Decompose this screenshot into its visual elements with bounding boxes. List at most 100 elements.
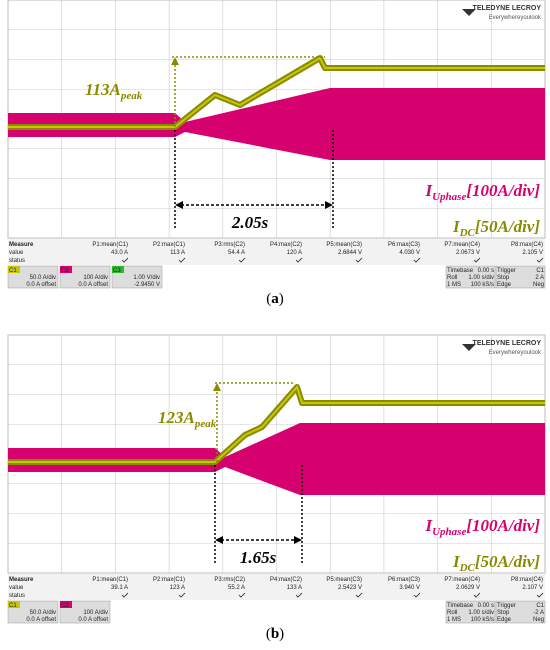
trigger-mode: Stop xyxy=(497,275,510,281)
legend-subscript: DC xyxy=(459,562,476,574)
measure-name: P2:max(C1) xyxy=(153,242,185,248)
trigger-slope: Neg xyxy=(533,617,544,623)
trigger-label: Trigger xyxy=(497,268,516,274)
arrowhead xyxy=(175,201,183,209)
measure-name: P8:max(C4) xyxy=(511,577,543,583)
status-check xyxy=(295,257,303,263)
measure-name: P6:max(C3) xyxy=(388,242,420,248)
caption-part: ) xyxy=(279,291,284,307)
legend-symbol: I xyxy=(424,516,433,535)
legend-scale: [100A/div] xyxy=(466,181,540,200)
channel-id: C2 xyxy=(61,603,69,609)
time-label: 2.05s xyxy=(231,213,269,232)
trigger-ch: C1 xyxy=(536,268,544,274)
trigger-level: 2 A xyxy=(535,275,544,281)
measure-name: P4:max(C2) xyxy=(270,242,302,248)
status-check xyxy=(238,257,246,263)
measure-name: P5:mean(C3) xyxy=(326,577,362,583)
channel-scale: 1.00 V/div xyxy=(133,275,160,281)
timebase-rate: 100 kS/s xyxy=(471,617,494,623)
measure-value: 2.107 V xyxy=(522,585,543,591)
measure-name: P3:rms(C2) xyxy=(214,577,245,583)
trigger-box xyxy=(495,265,546,289)
legend-subscript: Uphase xyxy=(432,191,466,203)
logo-icon xyxy=(462,344,476,351)
measure-value: 55.2 A xyxy=(228,585,245,591)
timebase-box xyxy=(445,600,496,624)
measure-name: P7:mean(C4) xyxy=(444,242,480,248)
tagline: Everywhereyoulook xyxy=(489,350,542,356)
timebase-mode: Roll xyxy=(447,275,457,281)
status-check xyxy=(355,592,363,598)
scope-panel: 123Apeak1.65sIUphase[100A/div]IDC[50A/di… xyxy=(7,334,546,642)
channel-scale: 100 A/div xyxy=(83,275,108,281)
status-check xyxy=(536,592,544,598)
measure-value: 2.0629 V xyxy=(456,585,480,591)
legend-symbol: I xyxy=(452,217,461,236)
phase-current-waveform xyxy=(8,88,545,160)
channel-id: C3 xyxy=(113,268,121,274)
logo-icon xyxy=(462,9,476,16)
phase-current-waveform xyxy=(8,423,545,495)
measure-value: 39.1 A xyxy=(111,585,128,591)
peak-arrowhead xyxy=(213,383,221,391)
measure-value: 4.030 V xyxy=(399,250,420,256)
row-label: status xyxy=(9,593,25,599)
channel-scale: 100 A/div xyxy=(83,610,108,616)
arrowhead xyxy=(294,536,302,544)
dc-current-waveform-core xyxy=(8,384,545,463)
legend-entry: IUphase[100A/div] xyxy=(424,181,540,203)
status-check xyxy=(536,257,544,263)
channel-badge xyxy=(60,266,72,273)
peak-arrowhead xyxy=(171,57,179,65)
channel-box xyxy=(59,600,111,624)
tagline: Everywhereyoulook xyxy=(489,15,542,21)
arrowhead xyxy=(215,536,223,544)
row-label: Measure xyxy=(9,577,34,583)
measure-value: 120 A xyxy=(287,250,302,256)
caption-part: ( xyxy=(266,626,271,642)
channel-badge xyxy=(8,601,20,608)
legend-entry: IDC[50A/div] xyxy=(452,552,540,574)
channel-box xyxy=(59,265,111,289)
brand: TELEDYNE LECROY xyxy=(473,5,542,12)
status-check xyxy=(355,257,363,263)
measure-value: 2.105 V xyxy=(522,250,543,256)
trigger-label: Trigger xyxy=(497,603,516,609)
measure-value: 123 A xyxy=(170,585,185,591)
channel-id: C1 xyxy=(9,603,17,609)
measure-value: 2.6844 V xyxy=(338,250,362,256)
timebase-box xyxy=(445,265,496,289)
measure-value: 54.4 A xyxy=(228,250,245,256)
caption-part: b xyxy=(271,626,279,642)
legend-entry: IDC[50A/div] xyxy=(452,217,540,239)
trigger-slope: Neg xyxy=(533,282,544,288)
measure-name: P8:max(C4) xyxy=(511,242,543,248)
measure-strip xyxy=(8,239,545,265)
channel-box xyxy=(7,600,59,624)
peak-label-sub: peak xyxy=(194,418,217,430)
channel-badge xyxy=(60,601,72,608)
measure-strip xyxy=(8,574,545,600)
legend-symbol: I xyxy=(424,181,433,200)
status-check xyxy=(473,257,481,263)
legend-scale: [50A/div] xyxy=(475,552,540,571)
timebase-div: 1.00 s/div xyxy=(468,610,494,616)
status-check xyxy=(413,257,421,263)
measure-name: P6:max(C3) xyxy=(388,577,420,583)
measure-name: P1:mean(C1) xyxy=(92,577,128,583)
measure-value: 3.940 V xyxy=(399,585,420,591)
trigger-box xyxy=(495,600,546,624)
time-label: 1.65s xyxy=(240,548,277,567)
row-label: status xyxy=(9,258,25,264)
channel-id: C1 xyxy=(9,268,17,274)
measure-name: P4:max(C2) xyxy=(270,577,302,583)
status-check xyxy=(178,257,186,263)
timebase-rate: 100 kS/s xyxy=(471,282,494,288)
status-check xyxy=(121,257,129,263)
measure-name: P7:mean(C4) xyxy=(444,577,480,583)
peak-label: 123Apeak xyxy=(158,408,217,430)
measure-value: 113 A xyxy=(170,250,185,256)
timebase-value: 0.00 s xyxy=(478,603,494,609)
row-label: value xyxy=(9,250,24,256)
